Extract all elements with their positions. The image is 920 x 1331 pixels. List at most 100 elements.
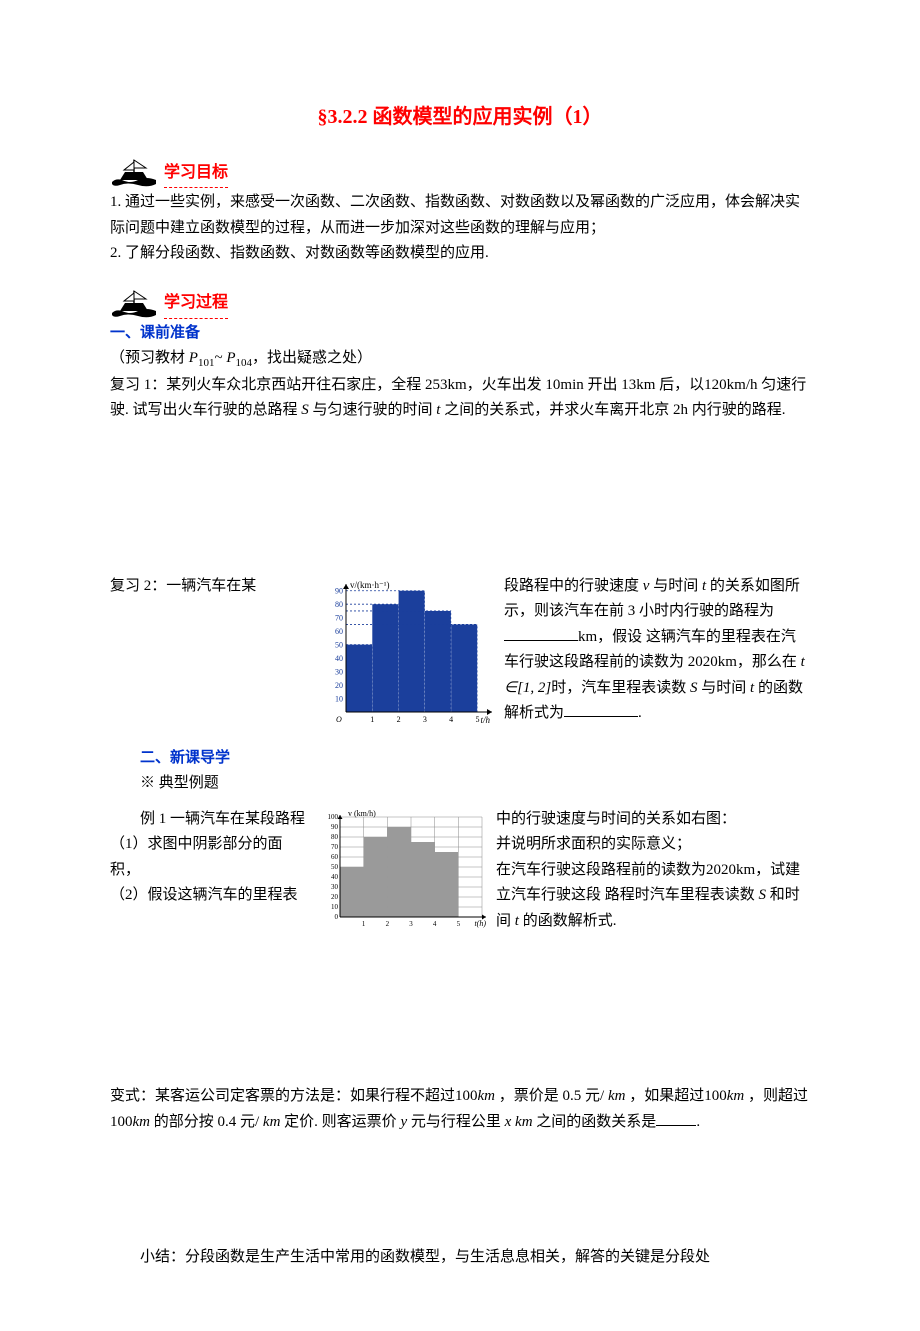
section-process-head: 学习过程 <box>110 289 810 319</box>
preview-tilde: ~ <box>214 350 226 366</box>
r2-right-1: 段路程中的行驶速度 v 与时间 t 的关系如图所示，则该汽车在前 3 小时内行驶… <box>504 574 810 727</box>
svg-text:t/h: t/h <box>480 715 490 725</box>
review1-S: S <box>301 402 309 418</box>
svg-text:10: 10 <box>331 903 339 911</box>
svg-text:90: 90 <box>331 823 339 831</box>
svg-text:40: 40 <box>335 654 343 663</box>
r2-l3d: . <box>638 705 642 721</box>
preview-p1: P <box>189 350 198 366</box>
var-km1: km <box>478 1088 496 1104</box>
ex1-l1-right: 中的行驶速度与时间的关系如右图： <box>496 807 810 833</box>
variant: 变式：某客运公司定客票的方法是：如果行程不超过100km ，票价是 0.5 元/… <box>110 1084 810 1135</box>
section-goals-label: 学习目标 <box>164 159 228 188</box>
spacer <box>110 1135 810 1245</box>
preview-line: （预习教材 P101~ P104，找出疑惑之处） <box>110 346 810 373</box>
var-km5: km <box>263 1114 281 1130</box>
ship-icon <box>110 158 158 188</box>
ex1-l3-right: 在汽车行驶这段路程前的读数为2020km，试建立汽车行驶这段 路程时汽车里程表读… <box>496 858 810 935</box>
section-goals-head: 学习目标 <box>110 158 810 188</box>
ex1-S: S <box>759 887 767 903</box>
page: §3.2.2 函数模型的应用实例（1） 学习目标 1. 通过一些实例，来感受一次… <box>0 0 920 1331</box>
spacer <box>110 934 810 1084</box>
svg-text:30: 30 <box>331 883 339 891</box>
lecture-heading: 二、新课导学 <box>110 746 810 772</box>
var-c: ，如果超过100 <box>625 1088 726 1104</box>
svg-text:v/(km·h⁻¹): v/(km·h⁻¹) <box>350 580 389 590</box>
r2-l1b: 段路程中的行驶速度 <box>504 578 643 594</box>
var-km3: km <box>727 1088 745 1104</box>
review1-c: 之间的关系式，并求火车离开北京 2h 内行驶的路程. <box>440 402 785 418</box>
svg-text:O: O <box>336 715 342 724</box>
svg-text:3: 3 <box>409 920 413 928</box>
prep-heading: 一、课前准备 <box>110 321 810 347</box>
var-e: 的部分按 0.4 元/ <box>150 1114 263 1130</box>
spacer <box>110 732 810 746</box>
svg-text:70: 70 <box>335 613 343 622</box>
chart-velocity-gray: 102030405060708090100012345v (km/h)t(h) <box>318 809 488 929</box>
var-b: ，票价是 0.5 元/ <box>495 1088 608 1104</box>
ex1-l2-right: 并说明所求面积的实际意义； <box>496 832 810 858</box>
r2-l3a: 时，汽车里程表读数 <box>551 680 686 696</box>
goal-2: 2. 了解分段函数、指数函数、对数函数等函数模型的应用. <box>110 241 810 267</box>
var-g: 元与行程公里 <box>407 1114 505 1130</box>
svg-text:40: 40 <box>331 873 339 881</box>
review2-block: 复习 2：一辆汽车在某 10203040506070809012345Ov/(k… <box>110 574 810 732</box>
blank-distance <box>504 625 578 641</box>
var-h: 之间的函数关系是 <box>533 1114 657 1130</box>
section-process-label: 学习过程 <box>164 289 228 318</box>
svg-text:5: 5 <box>475 715 479 724</box>
ex1-l1a: 例 1 一辆汽车在某段路程 <box>140 811 305 827</box>
svg-text:v (km/h): v (km/h) <box>348 809 376 818</box>
r2-l3b: 与时间 <box>698 680 751 696</box>
var-km4: km <box>133 1114 151 1130</box>
ex1-l1-left: 例 1 一辆汽车在某段路程 <box>110 807 310 833</box>
preview-suffix: ，找出疑惑之处） <box>252 350 372 366</box>
svg-text:70: 70 <box>331 843 339 851</box>
svg-text:10: 10 <box>335 694 343 703</box>
svg-text:50: 50 <box>331 863 339 871</box>
ship-icon <box>110 289 158 319</box>
r2-l2a: km，假设 <box>578 629 642 645</box>
svg-text:1: 1 <box>370 715 374 724</box>
svg-text:5: 5 <box>457 920 461 928</box>
r2-l1c: 与时间 <box>649 578 702 594</box>
r2-S: S <box>690 680 698 696</box>
goal-1: 1. 通过一些实例，来感受一次函数、二次函数、指数函数、对数函数以及幂函数的广泛… <box>110 190 810 241</box>
svg-text:60: 60 <box>335 627 343 636</box>
blank-variant <box>656 1110 696 1126</box>
svg-text:100: 100 <box>328 813 339 821</box>
ex1-l2-left: （1）求图中阴影部分的面积， <box>110 832 310 883</box>
var-km2: km <box>608 1088 626 1104</box>
svg-text:20: 20 <box>335 681 343 690</box>
var-f: 定价. 则客运票价 <box>280 1114 400 1130</box>
svg-text:3: 3 <box>423 715 427 724</box>
preview-p2-sub: 104 <box>235 357 252 369</box>
svg-text:2: 2 <box>397 715 401 724</box>
svg-text:50: 50 <box>335 640 343 649</box>
ex1-l3-left: （2）假设这辆汽车的里程表 <box>110 883 310 909</box>
var-a: 变式：某客运公司定客票的方法是：如果行程不超过100 <box>110 1088 478 1104</box>
ex1-right: 中的行驶速度与时间的关系如右图： 并说明所求面积的实际意义； 在汽车行驶这段路程… <box>496 807 810 935</box>
ex1-l3c: 路程时汽车里程表读数 <box>605 887 759 903</box>
summary: 小结：分段函数是生产生活中常用的函数模型，与生活息息相关，解答的关键是分段处 <box>110 1245 810 1271</box>
svg-text:80: 80 <box>335 600 343 609</box>
review1: 复习 1：某列火车众北京西站开往石家庄，全程 253km，火车出发 10min … <box>110 373 810 424</box>
review2-line1-left: 复习 2：一辆汽车在某 <box>110 574 310 600</box>
svg-text:60: 60 <box>331 853 339 861</box>
var-i: . <box>696 1114 700 1130</box>
blank-expr <box>564 701 638 717</box>
review1-b: 与匀速行驶的时间 <box>309 402 437 418</box>
svg-text:0: 0 <box>335 913 339 921</box>
svg-text:t(h): t(h) <box>474 919 486 928</box>
svg-text:90: 90 <box>335 586 343 595</box>
spacer <box>110 424 810 534</box>
svg-text:20: 20 <box>331 893 339 901</box>
lecture-sub: ※ 典型例题 <box>110 771 810 797</box>
chart-velocity-blue: 10203040506070809012345Ov/(km·h⁻¹)t/h <box>320 578 494 728</box>
preview-p1-sub: 101 <box>198 357 215 369</box>
review2-text: 段路程中的行驶速度 v 与时间 t 的关系如图所示，则该汽车在前 3 小时内行驶… <box>504 574 810 727</box>
var-km6: km <box>511 1114 532 1130</box>
preview-prefix: （预习教材 <box>110 350 189 366</box>
svg-text:30: 30 <box>335 667 343 676</box>
r2-l1a: 复习 2：一辆汽车在某 <box>110 578 256 594</box>
